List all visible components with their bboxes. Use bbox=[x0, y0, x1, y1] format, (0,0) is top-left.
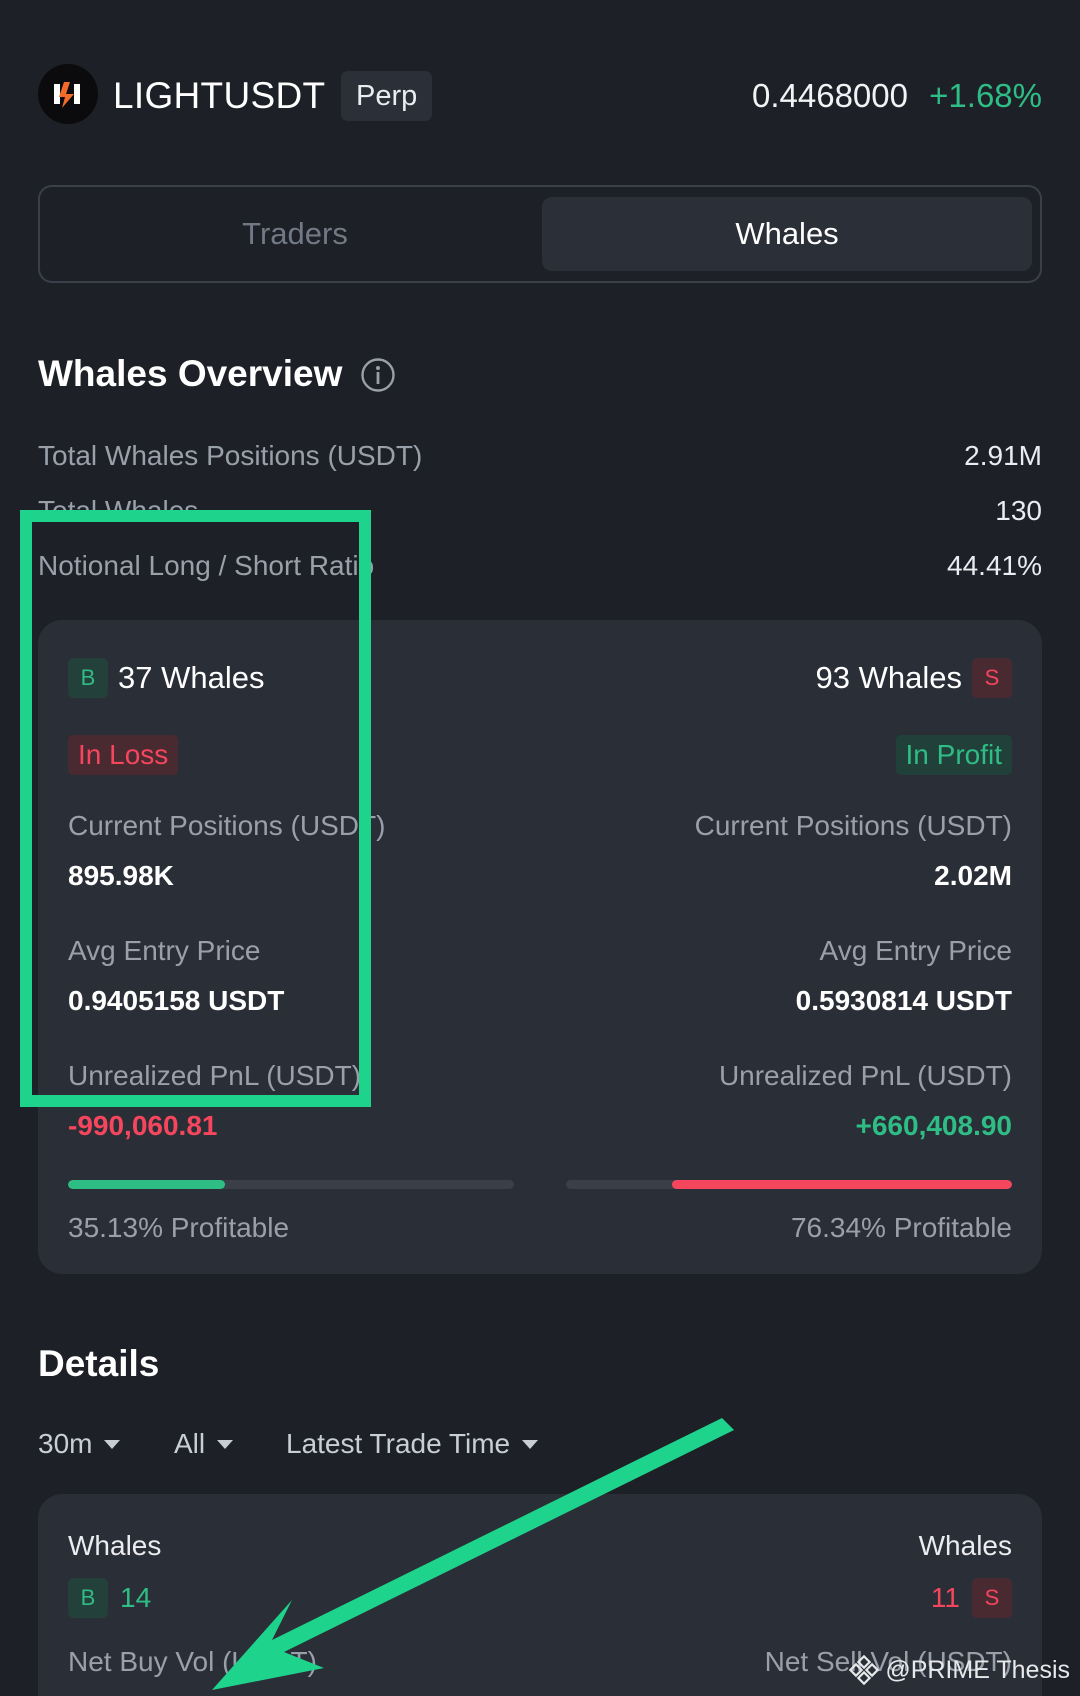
net-sell-vol-label: Net Sell Vol (USDT) bbox=[764, 1646, 1012, 1677]
total-positions-label: Total Whales Positions (USDT) bbox=[38, 440, 423, 471]
long-short-ratio-label: Notional Long / Short Ratio bbox=[38, 550, 375, 581]
short-entry-label: Avg Entry Price bbox=[819, 935, 1012, 966]
details-card: Whales B 14 Net Buy Vol (USDT) Whales S … bbox=[38, 1494, 1042, 1696]
info-icon[interactable] bbox=[360, 357, 396, 393]
details-title: Details bbox=[38, 1343, 160, 1384]
view-tabs: Traders Whales bbox=[38, 185, 1042, 283]
long-profitable-label: 35.13% Profitable bbox=[68, 1212, 290, 1243]
sell-whales-count: 11 bbox=[930, 1582, 960, 1613]
long-pnl-label: Unrealized PnL (USDT) bbox=[68, 1060, 362, 1091]
price-change: +1.68% bbox=[929, 77, 1042, 114]
buy-badge: B bbox=[68, 658, 108, 698]
long-entry-value: 0.9405158 USDT bbox=[68, 985, 285, 1016]
short-positions-label: Current Positions (USDT) bbox=[694, 810, 1012, 841]
buy-badge: B bbox=[68, 1578, 108, 1618]
last-price: 0.4468000 bbox=[752, 77, 908, 114]
long-profitable-bar bbox=[68, 1180, 514, 1189]
short-whales-count: 93 Whales bbox=[815, 660, 962, 695]
short-profitable-bar bbox=[566, 1180, 1012, 1189]
sort-dropdown[interactable]: Latest Trade Time bbox=[286, 1424, 539, 1464]
symbol-name[interactable]: LIGHTUSDT bbox=[113, 75, 326, 116]
annotation-highlight-box bbox=[20, 510, 371, 1107]
side-filter-value: All bbox=[174, 1428, 206, 1459]
timeframe-value: 30m bbox=[38, 1428, 93, 1459]
short-profitable-label: 76.34% Profitable bbox=[790, 1212, 1012, 1243]
short-entry-value: 0.5930814 USDT bbox=[795, 985, 1012, 1016]
chevron-down-icon bbox=[522, 1439, 539, 1449]
long-profitable-bar-fill bbox=[68, 1180, 225, 1189]
watermark: @PRIME Thesis bbox=[849, 1652, 1070, 1688]
sell-whales-label: Whales bbox=[918, 1530, 1012, 1561]
sort-value: Latest Trade Time bbox=[286, 1428, 511, 1459]
lightning-logo-icon bbox=[54, 82, 80, 108]
short-profitable-bar-fill bbox=[671, 1180, 1012, 1189]
short-status-badge: In Profit bbox=[895, 735, 1012, 775]
chevron-down-icon bbox=[217, 1439, 234, 1449]
short-positions-value: 2.02M bbox=[934, 860, 1012, 891]
buy-whales-count: 14 bbox=[120, 1582, 152, 1613]
tab-traders[interactable]: Traders bbox=[242, 216, 348, 251]
short-pnl-value: +660,408.90 bbox=[855, 1110, 1013, 1141]
timeframe-dropdown[interactable]: 30m bbox=[38, 1424, 121, 1464]
watermark-text: @PRIME Thesis bbox=[885, 1656, 1070, 1684]
tab-whales[interactable]: Whales bbox=[542, 197, 1032, 271]
short-pnl-label: Unrealized PnL (USDT) bbox=[718, 1060, 1012, 1091]
total-positions-value: 2.91M bbox=[964, 440, 1042, 471]
chevron-down-icon bbox=[104, 1439, 121, 1449]
buy-whales-label: Whales bbox=[68, 1530, 162, 1561]
overview-title: Whales Overview bbox=[38, 353, 343, 394]
side-filter-dropdown[interactable]: All bbox=[174, 1424, 234, 1464]
sell-badge: S bbox=[972, 658, 1012, 698]
long-positions-label: Current Positions (USDT) bbox=[68, 810, 386, 841]
whales-summary-card: B 37 Whales In Loss Current Positions (U… bbox=[38, 620, 1042, 1274]
long-status-badge: In Loss bbox=[68, 735, 179, 775]
binance-logo-icon bbox=[849, 1655, 880, 1685]
long-positions-value: 895.98K bbox=[68, 860, 174, 891]
sell-badge: S bbox=[972, 1578, 1012, 1618]
contract-type-badge: Perp bbox=[341, 71, 433, 121]
total-whales-value: 130 bbox=[995, 495, 1042, 526]
long-whales-count: 37 Whales bbox=[118, 660, 265, 695]
token-logo bbox=[38, 64, 98, 124]
long-pnl-value: -990,060.81 bbox=[68, 1110, 218, 1141]
long-entry-label: Avg Entry Price bbox=[68, 935, 261, 966]
long-short-ratio-value: 44.41% bbox=[947, 550, 1042, 581]
